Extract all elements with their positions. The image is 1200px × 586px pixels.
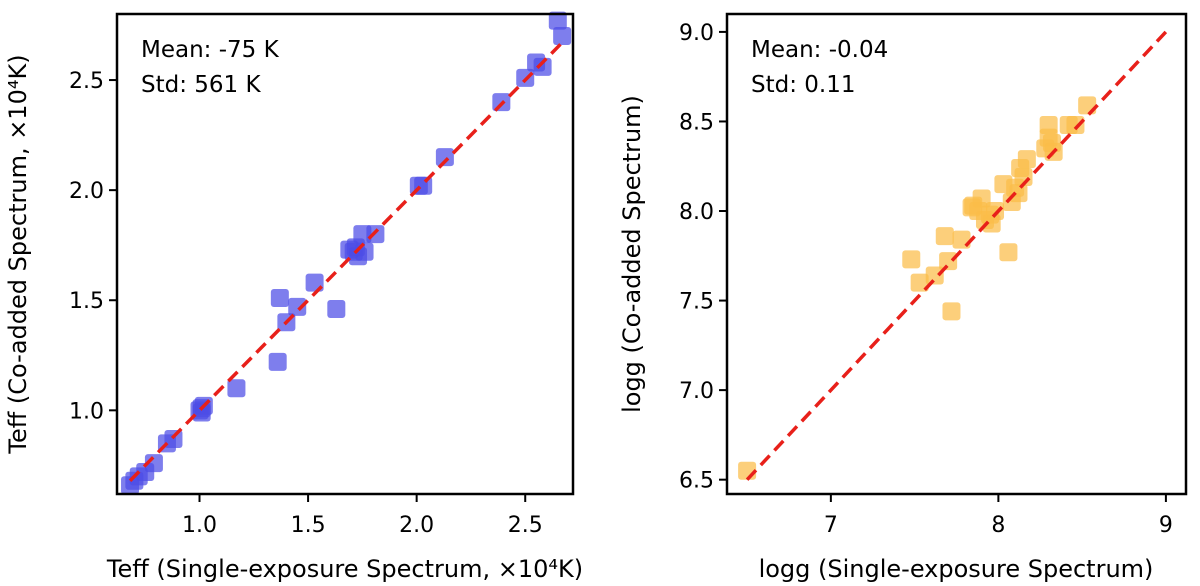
left-y-axis-label: Teff (Co-added Spectrum, ×10⁴K) [4, 54, 32, 454]
right-x-ticks: 7 8 9 [824, 494, 1173, 538]
left-scatter-point-15 [288, 297, 307, 316]
left-x-tick-label-0: 1.0 [182, 513, 217, 538]
right-x-tick-label-1: 8 [991, 513, 1005, 538]
right-scatter-point-26 [1039, 116, 1058, 135]
right-y-tick-label-5: 9.0 [679, 21, 714, 46]
right-scatter-point-11 [972, 189, 991, 208]
left-x-tick-label-1: 1.5 [291, 513, 326, 538]
left-scatter-point-33 [553, 27, 572, 46]
right-std-annotation: Std: 0.11 [751, 72, 856, 98]
left-panel: 1.0 1.5 2.0 2.5 1.0 1.5 2.0 2.5 Mean: -75 K St… [4, 11, 583, 583]
right-scatter-point-17 [999, 243, 1018, 262]
left-y-tick-label-2: 2.0 [69, 179, 104, 204]
right-scatter-point-3 [925, 266, 944, 285]
right-scatter-point-1 [902, 250, 921, 269]
right-y-ticks: 6.5 7.0 7.5 8.0 8.5 9.0 [679, 21, 727, 494]
left-scatter-point-10 [192, 403, 211, 422]
left-plot-frame [115, 12, 575, 496]
left-x-axis-label: Teff (Single-exposure Spectrum, ×10⁴K) [106, 555, 583, 583]
left-x-tick-label-2: 2.0 [399, 513, 434, 538]
right-scatter-points [738, 96, 1097, 480]
left-y-tick-label-1: 1.5 [69, 289, 104, 314]
left-scatter-point-13 [270, 289, 289, 308]
left-scatter-point-31 [533, 57, 552, 76]
left-y-tick-label-0: 1.0 [69, 399, 104, 424]
right-scatter-point-6 [942, 302, 961, 321]
right-scatter-point-15 [986, 202, 1005, 221]
right-reference-line [745, 30, 1168, 481]
right-scatter-point-5 [939, 252, 958, 271]
left-scatter-point-12 [268, 352, 287, 371]
left-std-annotation: Std: 561 K [141, 72, 261, 98]
left-scatter-point-27 [435, 148, 454, 167]
left-reference-line [128, 39, 566, 483]
right-y-tick-label-1: 7.0 [679, 379, 714, 404]
left-scatter-point-17 [327, 300, 346, 319]
right-y-tick-label-3: 8.0 [679, 200, 714, 225]
right-y-tick-label-2: 7.5 [679, 290, 714, 315]
left-scatter-point-11 [227, 379, 246, 398]
right-plot-frame [725, 12, 1188, 496]
right-x-axis-label: logg (Single-exposure Spectrum) [759, 555, 1154, 583]
left-mean-annotation: Mean: -75 K [141, 37, 280, 63]
right-scatter-point-30 [1066, 116, 1085, 135]
left-x-ticks: 1.0 1.5 2.0 2.5 [182, 494, 543, 538]
right-x-tick-label-2: 9 [1159, 513, 1173, 538]
left-x-tick-label-3: 2.5 [508, 513, 543, 538]
left-y-ticks: 1.0 1.5 2.0 2.5 [69, 69, 117, 424]
right-scatter-point-20 [1009, 184, 1028, 203]
right-y-tick-label-4: 8.5 [679, 110, 714, 135]
right-panel: 7 8 9 6.5 7.0 7.5 8.0 8.5 9.0 Mean: -0.04 Std: … [618, 12, 1188, 583]
right-scatter-point-4 [935, 227, 954, 246]
left-y-tick-label-3: 2.5 [69, 69, 104, 94]
right-mean-annotation: Mean: -0.04 [751, 37, 888, 63]
right-scatter-point-23 [1017, 150, 1036, 169]
left-scatter-point-32 [548, 11, 567, 30]
right-y-tick-label-0: 6.5 [679, 469, 714, 494]
right-y-axis-label: logg (Co-added Spectrum) [618, 95, 646, 413]
right-x-tick-label-0: 7 [824, 513, 838, 538]
right-scatter-point-2 [910, 273, 929, 292]
